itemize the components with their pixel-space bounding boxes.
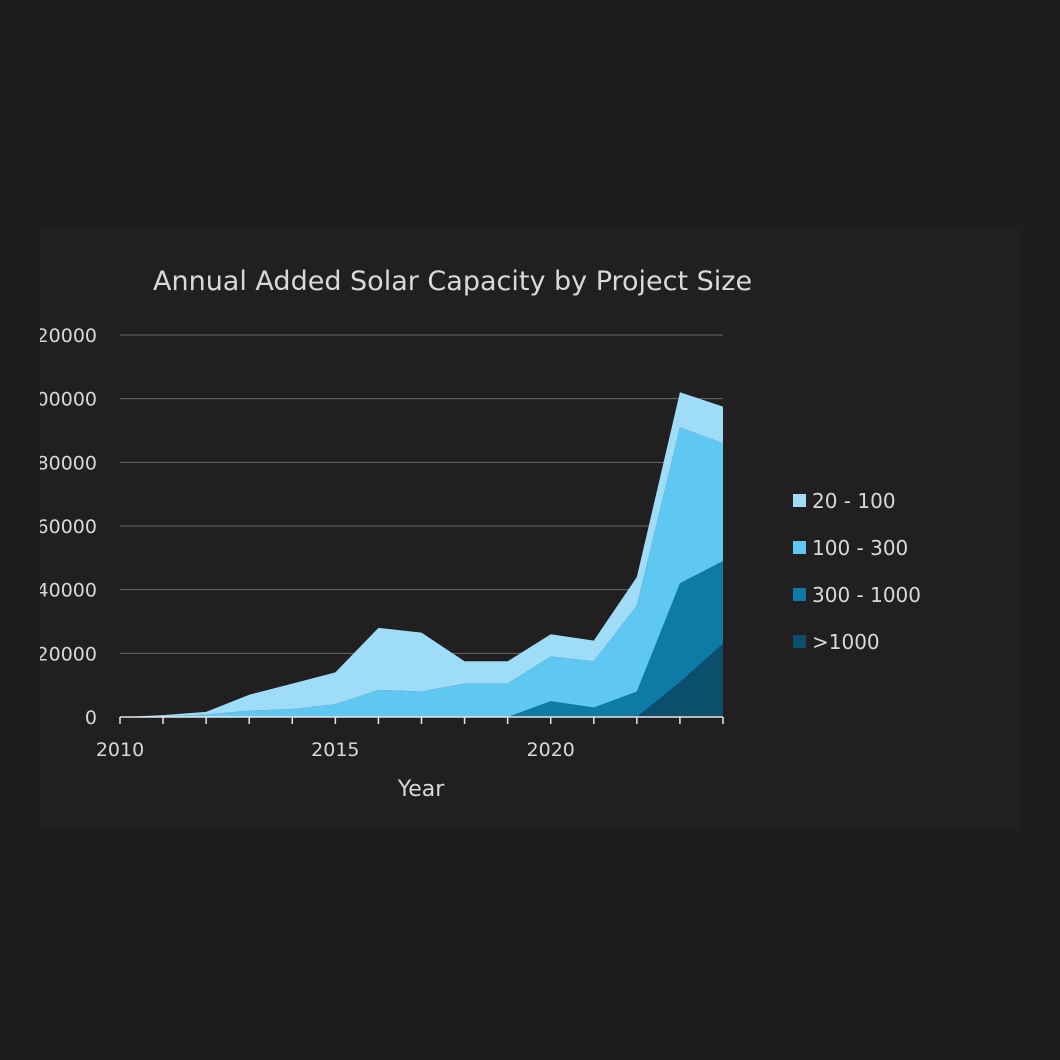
legend-label: >1000: [812, 630, 880, 654]
chart-svg: Annual Added Solar Capacity by Project S…: [40, 266, 921, 802]
x-tick-label-2010: 2010: [96, 739, 144, 761]
y-tick-label-40000: 40000: [40, 580, 97, 602]
y-tick-label-80000: 80000: [40, 452, 97, 474]
legend: 20 - 100 100 - 300 300 - 1000 >1000: [793, 489, 921, 654]
legend-item-1000: >1000: [793, 630, 880, 654]
y-tick-label-120000: 120000: [40, 325, 97, 347]
y-axis-tick-labels: 0 20000 40000 60000 80000 100000 120000: [40, 325, 97, 729]
area-series-20-100: [120, 392, 723, 717]
legend-swatch: [793, 541, 806, 554]
x-axis: [119, 716, 724, 724]
chart-title: Annual Added Solar Capacity by Project S…: [153, 266, 752, 297]
x-tick-label-2015: 2015: [311, 739, 359, 761]
x-axis-tick-labels: 2010 2015 2020: [96, 739, 575, 761]
legend-swatch: [793, 494, 806, 507]
legend-item-100-300: 100 - 300: [793, 536, 908, 560]
legend-label: 300 - 1000: [812, 583, 921, 607]
legend-label: 20 - 100: [812, 489, 896, 513]
area-series: [120, 392, 723, 717]
y-tick-label-0: 0: [85, 707, 97, 729]
y-tick-label-20000: 20000: [40, 643, 97, 665]
x-axis-title: Year: [397, 777, 446, 802]
legend-item-300-1000: 300 - 1000: [793, 583, 921, 607]
legend-label: 100 - 300: [812, 536, 908, 560]
area-series-1000-over: [120, 643, 723, 717]
legend-item-20-100: 20 - 100: [793, 489, 896, 513]
y-tick-label-60000: 60000: [40, 516, 97, 538]
x-tick-label-2020: 2020: [527, 739, 575, 761]
legend-swatch: [793, 588, 806, 601]
y-tick-label-100000: 100000: [40, 389, 97, 411]
legend-swatch: [793, 635, 806, 648]
chart-panel: Annual Added Solar Capacity by Project S…: [40, 230, 1020, 830]
